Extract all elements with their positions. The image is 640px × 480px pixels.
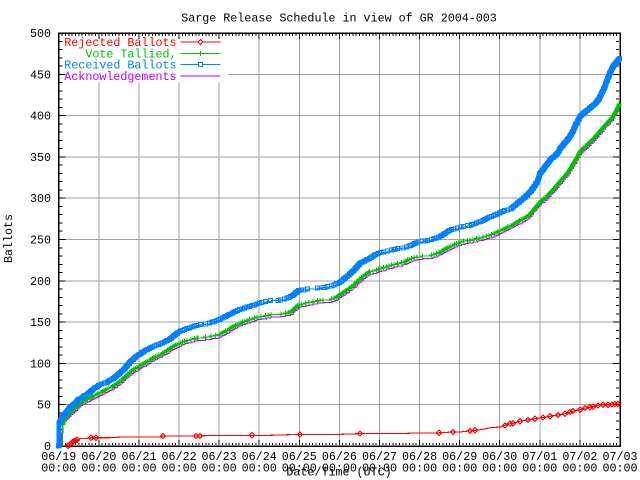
svg-text:0: 0 [44, 440, 51, 454]
svg-text:06/21: 06/21 [121, 450, 156, 464]
svg-text:07/02: 07/02 [562, 450, 597, 464]
svg-text:500: 500 [30, 27, 51, 41]
svg-text:00:00: 00:00 [322, 462, 357, 476]
svg-text:00:00: 00:00 [282, 462, 317, 476]
svg-text:Received Ballots: Received Ballots [64, 59, 176, 73]
svg-text:150: 150 [30, 316, 51, 330]
svg-text:Acknowledgements: Acknowledgements [64, 70, 176, 84]
svg-text:07/01: 07/01 [522, 450, 557, 464]
svg-text:200: 200 [30, 275, 51, 289]
svg-text:06/24: 06/24 [242, 450, 277, 464]
svg-text:300: 300 [30, 192, 51, 206]
svg-text:Ballots: Ballots [2, 214, 16, 263]
svg-text:00:00: 00:00 [482, 462, 517, 476]
svg-text:06/19: 06/19 [41, 450, 76, 464]
svg-text:06/25: 06/25 [282, 450, 317, 464]
svg-text:00:00: 00:00 [242, 462, 277, 476]
svg-text:00:00: 00:00 [562, 462, 597, 476]
svg-text:450: 450 [30, 68, 51, 82]
svg-text:06/30: 06/30 [482, 450, 517, 464]
svg-text:06/29: 06/29 [442, 450, 477, 464]
svg-text:350: 350 [30, 151, 51, 165]
svg-text:06/26: 06/26 [322, 450, 357, 464]
svg-text:50: 50 [37, 399, 51, 413]
svg-text:06/20: 06/20 [81, 450, 116, 464]
svg-text:00:00: 00:00 [41, 462, 76, 476]
svg-text:00:00: 00:00 [81, 462, 116, 476]
svg-text:00:00: 00:00 [202, 462, 237, 476]
svg-text:06/27: 06/27 [362, 450, 397, 464]
svg-text:Rejected Ballots: Rejected Ballots [64, 36, 176, 50]
svg-text:100: 100 [30, 357, 51, 371]
svg-text:00:00: 00:00 [402, 462, 437, 476]
svg-text:07/03: 07/03 [602, 450, 637, 464]
svg-text:Date/Time (UTC): Date/Time (UTC) [286, 466, 391, 480]
svg-text:00:00: 00:00 [162, 462, 197, 476]
svg-text:Vote Tallied,: Vote Tallied, [85, 47, 176, 61]
svg-text:00:00: 00:00 [522, 462, 557, 476]
svg-text:06/23: 06/23 [202, 450, 237, 464]
svg-text:00:00: 00:00 [442, 462, 477, 476]
svg-text:06/22: 06/22 [162, 450, 197, 464]
svg-text:00:00: 00:00 [121, 462, 156, 476]
svg-text:Sarge Release Schedule in view: Sarge Release Schedule in view of GR 200… [181, 12, 497, 26]
svg-text:400: 400 [30, 110, 51, 124]
svg-text:250: 250 [30, 234, 51, 248]
svg-text:00:00: 00:00 [362, 462, 397, 476]
svg-text:06/28: 06/28 [402, 450, 437, 464]
svg-text:00:00: 00:00 [602, 462, 637, 476]
